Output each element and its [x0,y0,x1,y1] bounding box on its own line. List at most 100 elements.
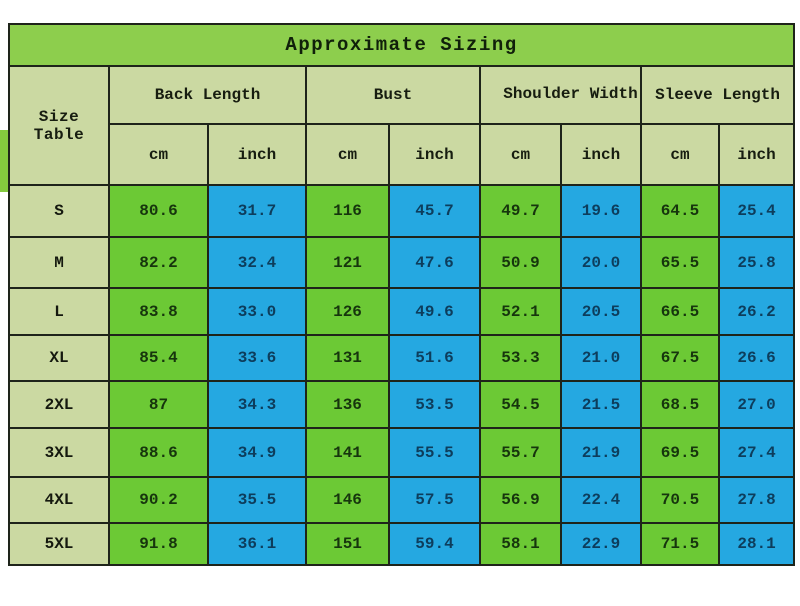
measurement-cell: 27.8 [717,476,796,524]
table-title: Approximate Sizing [7,23,796,67]
measurement-cell: 85.4 [108,334,209,382]
measurement-cell: 116 [305,184,390,238]
measurement-cell: 56.9 [479,476,562,524]
measurement-cell: 20.5 [560,287,642,336]
group-header-sleeve-length: Sleeve Length [639,65,796,125]
measurement-cell: 136 [305,380,390,429]
unit-header-cm: cm [108,123,209,186]
table-row: 5XL 91.8 36.1 151 59.4 58.1 22.9 71.5 28… [8,522,796,566]
measurement-cell: 59.4 [388,522,481,566]
measurement-cell: 20.0 [560,236,642,289]
measurement-cell: 91.8 [108,522,209,566]
title-row: Approximate Sizing [7,23,796,67]
left-edge-green-strip [0,130,8,192]
size-label: 5XL [8,522,110,566]
measurement-cell: 55.7 [479,427,562,478]
table-row: L 83.8 33.0 126 49.6 52.1 20.5 66.5 26.2 [8,287,796,336]
measurement-cell: 28.1 [717,522,796,566]
measurement-cell: 21.5 [560,380,642,429]
group-header-row: Size Table Back Length Bust Shoulder Wid… [8,65,796,186]
size-label: XL [8,334,110,382]
measurement-cell: 25.8 [717,236,796,289]
measurement-cell: 36.1 [207,522,307,566]
table-row: 4XL 90.2 35.5 146 57.5 56.9 22.4 70.5 27… [8,476,796,524]
size-label: 2XL [8,380,110,429]
measurement-cell: 71.5 [640,522,720,566]
measurement-cell: 32.4 [207,236,307,289]
group-header-bust: Bust [305,65,481,125]
table-row: S 80.6 31.7 116 45.7 49.7 19.6 64.5 25.4 [8,184,796,238]
measurement-cell: 26.2 [717,287,796,336]
measurement-cell: 25.4 [717,184,796,238]
measurement-cell: 68.5 [640,380,720,429]
measurement-cell: 54.5 [479,380,562,429]
measurement-cell: 66.5 [640,287,720,336]
measurement-cell: 51.6 [388,334,481,382]
unit-header-cm: cm [640,123,720,186]
table-row: M 82.2 32.4 121 47.6 50.9 20.0 65.5 25.8 [8,236,796,289]
measurement-cell: 35.5 [207,476,307,524]
unit-header-inch: inch [207,123,307,186]
measurement-cell: 55.5 [388,427,481,478]
measurement-cell: 88.6 [108,427,209,478]
measurement-cell: 45.7 [388,184,481,238]
corner-header-size-table: Size Table [8,65,110,186]
measurement-cell: 27.0 [717,380,796,429]
measurement-cell: 33.6 [207,334,307,382]
measurement-cell: 80.6 [108,184,209,238]
measurement-cell: 146 [305,476,390,524]
measurement-cell: 27.4 [717,427,796,478]
measurement-cell: 69.5 [640,427,720,478]
measurement-cell: 22.9 [560,522,642,566]
unit-header-inch: inch [560,123,642,186]
measurement-cell: 151 [305,522,390,566]
table-row: 3XL 88.6 34.9 141 55.5 55.7 21.9 69.5 27… [8,427,796,478]
measurement-cell: 53.3 [479,334,562,382]
measurement-cell: 22.4 [560,476,642,524]
sizing-table: Approximate Sizing Size Table Back Lengt… [7,23,796,566]
measurement-cell: 70.5 [640,476,720,524]
measurement-cell: 21.0 [560,334,642,382]
measurement-cell: 34.3 [207,380,307,429]
measurement-cell: 26.6 [717,334,796,382]
unit-header-inch: inch [717,123,796,186]
table-row: 2XL 87 34.3 136 53.5 54.5 21.5 68.5 27.0 [8,380,796,429]
unit-header-cm: cm [479,123,562,186]
measurement-cell: 50.9 [479,236,562,289]
measurement-cell: 58.1 [479,522,562,566]
size-label: S [8,184,110,238]
measurement-cell: 21.9 [560,427,642,478]
measurement-cell: 141 [305,427,390,478]
table-row: XL 85.4 33.6 131 51.6 53.3 21.0 67.5 26.… [8,334,796,382]
measurement-cell: 57.5 [388,476,481,524]
measurement-cell: 82.2 [108,236,209,289]
unit-header-inch: inch [388,123,481,186]
group-header-back-length: Back Length [108,65,307,125]
measurement-cell: 47.6 [388,236,481,289]
measurement-cell: 65.5 [640,236,720,289]
measurement-cell: 87 [108,380,209,429]
measurement-cell: 64.5 [640,184,720,238]
group-header-shoulder-width: Shoulder Width [479,65,642,125]
measurement-cell: 34.9 [207,427,307,478]
measurement-cell: 121 [305,236,390,289]
measurement-cell: 67.5 [640,334,720,382]
measurement-cell: 131 [305,334,390,382]
measurement-cell: 83.8 [108,287,209,336]
measurement-cell: 33.0 [207,287,307,336]
size-label: M [8,236,110,289]
measurement-cell: 126 [305,287,390,336]
size-label: L [8,287,110,336]
size-label: 3XL [8,427,110,478]
unit-header-cm: cm [305,123,390,186]
unit-header-row: cm inch cm inch cm inch cm inch [9,123,796,186]
measurement-cell: 31.7 [207,184,307,238]
size-label: 4XL [8,476,110,524]
measurement-cell: 49.7 [479,184,562,238]
measurement-cell: 19.6 [560,184,642,238]
measurement-cell: 49.6 [388,287,481,336]
measurement-cell: 52.1 [479,287,562,336]
measurement-cell: 90.2 [108,476,209,524]
measurement-cell: 53.5 [388,380,481,429]
